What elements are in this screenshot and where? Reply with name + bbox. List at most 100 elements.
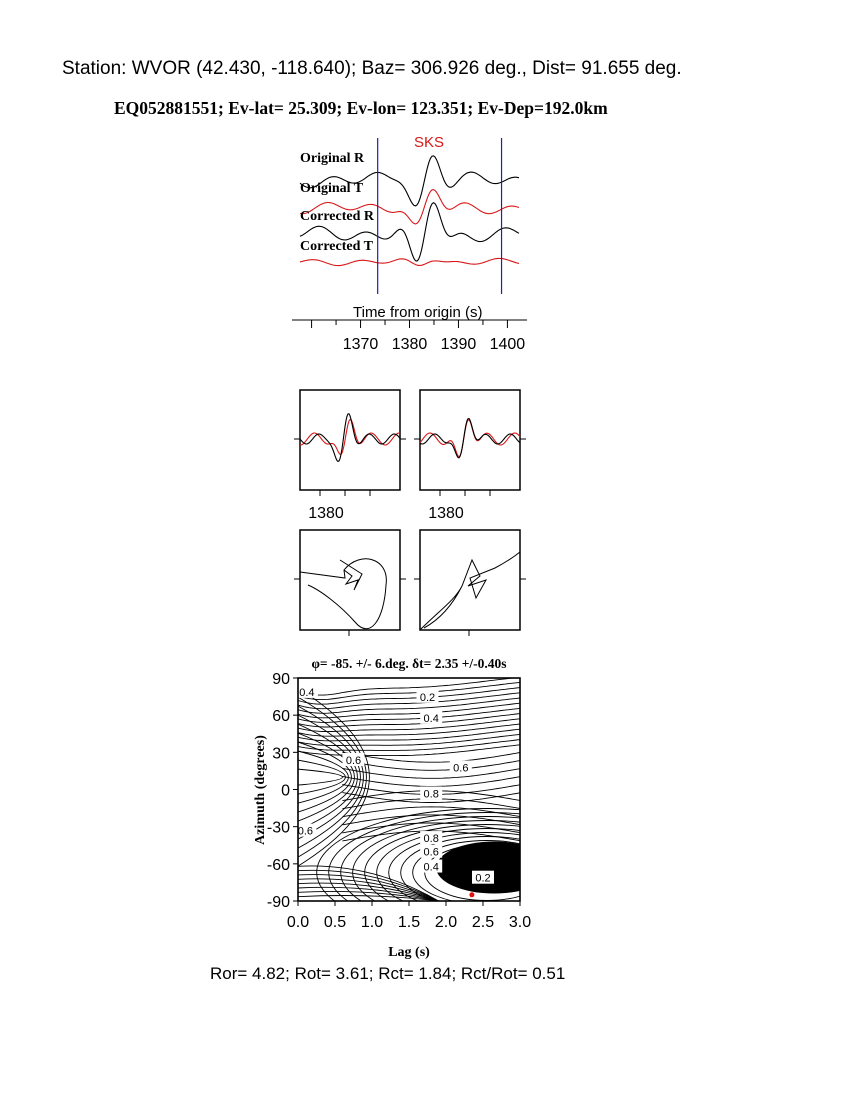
particle-box-2 — [419, 529, 521, 631]
contour-label-bg — [449, 760, 472, 774]
grid-title: φ= -85. +/- 6.deg. δt= 2.35 +/-0.40s — [311, 656, 506, 671]
contour-line — [298, 878, 439, 901]
contour-label: 0.4 — [424, 713, 439, 725]
particle-motion-curve — [299, 558, 387, 630]
contour-line — [298, 707, 520, 723]
particle-motion-panels — [294, 529, 526, 636]
contour-line — [342, 814, 520, 826]
trace-label-4: Corrected T — [300, 239, 374, 254]
contour-line — [342, 751, 520, 763]
contour-label-bg — [420, 859, 443, 873]
min-energy-region — [436, 841, 520, 894]
contour-line — [298, 705, 364, 849]
time-tick-label: 1370 — [343, 336, 379, 353]
grid-contours: 0.4 0.2 0.4 0.6 0.6 0.8 0.6 0.8 0.6 0.4 0.2 — [298, 678, 520, 901]
contour-label: 0.6 — [346, 755, 361, 767]
lag-tick-label: 2.0 — [435, 914, 457, 931]
azimuth-tick-label: 0 — [281, 783, 290, 800]
lag-tick-label: 0.0 — [287, 914, 309, 931]
time-tick-label: 1400 — [490, 336, 526, 353]
trace-label-1: Original R — [300, 151, 365, 166]
particle-motion-curve — [419, 551, 521, 631]
time-tick-label: 1390 — [441, 336, 477, 353]
contour-line — [298, 895, 439, 901]
contour-line — [342, 822, 520, 834]
event-info: EQ052881551; Ev-lat= 25.309; Ev-lon= 123… — [114, 98, 608, 118]
station-info: Station: WVOR (42.430, -118.640); Baz= 3… — [62, 58, 682, 79]
contour-line — [298, 687, 370, 867]
comparison-tick-label: 1380 — [308, 505, 344, 522]
comparison-transverse-trace — [299, 418, 401, 455]
contour-line — [298, 697, 520, 714]
waveform-trace-1 — [299, 155, 520, 207]
azimuth-tick-label: -90 — [267, 894, 290, 911]
contour-label-bg — [420, 844, 443, 858]
ratios-summary: Ror= 4.82; Rot= 3.61; Rct= 1.84; Rct/Rot… — [210, 964, 566, 983]
contour-line — [388, 832, 520, 901]
contour-line — [298, 750, 349, 804]
contour-line — [298, 714, 361, 840]
contour-line — [298, 741, 352, 813]
lag-tick-label: 3.0 — [509, 914, 531, 931]
lag-tick-label: 2.5 — [472, 914, 494, 931]
contour-label-bg — [342, 753, 365, 767]
contour-line — [298, 732, 355, 822]
contour-line — [298, 869, 439, 901]
contour-line — [342, 806, 520, 818]
contour-line — [412, 840, 520, 901]
contour-line — [400, 836, 520, 901]
time-axis-label: Time from origin (s) — [353, 304, 482, 321]
comparison-tick-label: 1380 — [428, 505, 464, 522]
contour-line — [316, 808, 520, 901]
contour-label: 0.8 — [424, 833, 439, 845]
azimuth-tick-label: 90 — [272, 671, 290, 688]
contour-label: 0.8 — [424, 788, 439, 800]
azimuth-tick-label: 30 — [272, 745, 290, 762]
azimuth-axis-label: Azimuth (degrees) — [253, 735, 268, 845]
contour-line — [298, 886, 439, 901]
contour-line — [298, 713, 520, 728]
contour-label: 0.2 — [420, 692, 435, 704]
contour-line — [298, 687, 520, 705]
contour-line — [298, 692, 520, 710]
trace-label-2: Original T — [300, 181, 364, 196]
contour-line — [298, 739, 520, 751]
contour-label-bg — [298, 684, 318, 698]
waveform-comparison-panels: 1380 1380 — [294, 389, 526, 522]
best-fit-marker — [469, 892, 475, 898]
contour-label: 0.2 — [475, 873, 490, 885]
contour-label: 0.6 — [298, 826, 313, 838]
contour-line — [298, 696, 367, 858]
azimuth-tick-label: 60 — [272, 708, 290, 725]
contour-line — [342, 830, 520, 842]
waveform-panel: Original R Original T Corrected R Corrected… — [292, 134, 527, 353]
contour-label-bg — [298, 823, 317, 837]
contour-label: 0.4 — [299, 687, 314, 699]
contour-line — [342, 767, 520, 779]
contour-line — [298, 891, 439, 901]
contour-line — [364, 824, 520, 901]
energy-grid-panel: 0.4 0.2 0.4 0.6 0.6 0.8 0.6 0.8 0.6 0.4 0.2 90 60 30 0… — [253, 656, 531, 960]
contour-label-bg — [416, 689, 439, 703]
contour-label: 0.6 — [453, 762, 468, 774]
contour-line — [352, 820, 520, 901]
contour-label-bg — [420, 786, 443, 800]
comparison-box-2 — [419, 389, 521, 491]
contour-line — [298, 681, 520, 701]
time-tick-label: 1380 — [392, 336, 428, 353]
contour-line — [298, 744, 520, 757]
contour-line — [298, 733, 520, 746]
lag-tick-label: 1.5 — [398, 914, 420, 931]
contour-line — [342, 792, 520, 803]
lag-tick-label: 1.0 — [361, 914, 383, 931]
contour-label: 0.4 — [424, 862, 439, 874]
waveform-trace-3 — [299, 202, 520, 262]
contour-label-bg — [420, 710, 443, 724]
comparison-box-1 — [299, 389, 401, 491]
azimuth-tick-label: -60 — [267, 857, 290, 874]
phase-label: SKS — [414, 134, 444, 151]
lag-axis-label: Lag (s) — [388, 945, 430, 960]
waveform-trace-4 — [299, 257, 520, 267]
particle-box-1 — [299, 529, 401, 631]
